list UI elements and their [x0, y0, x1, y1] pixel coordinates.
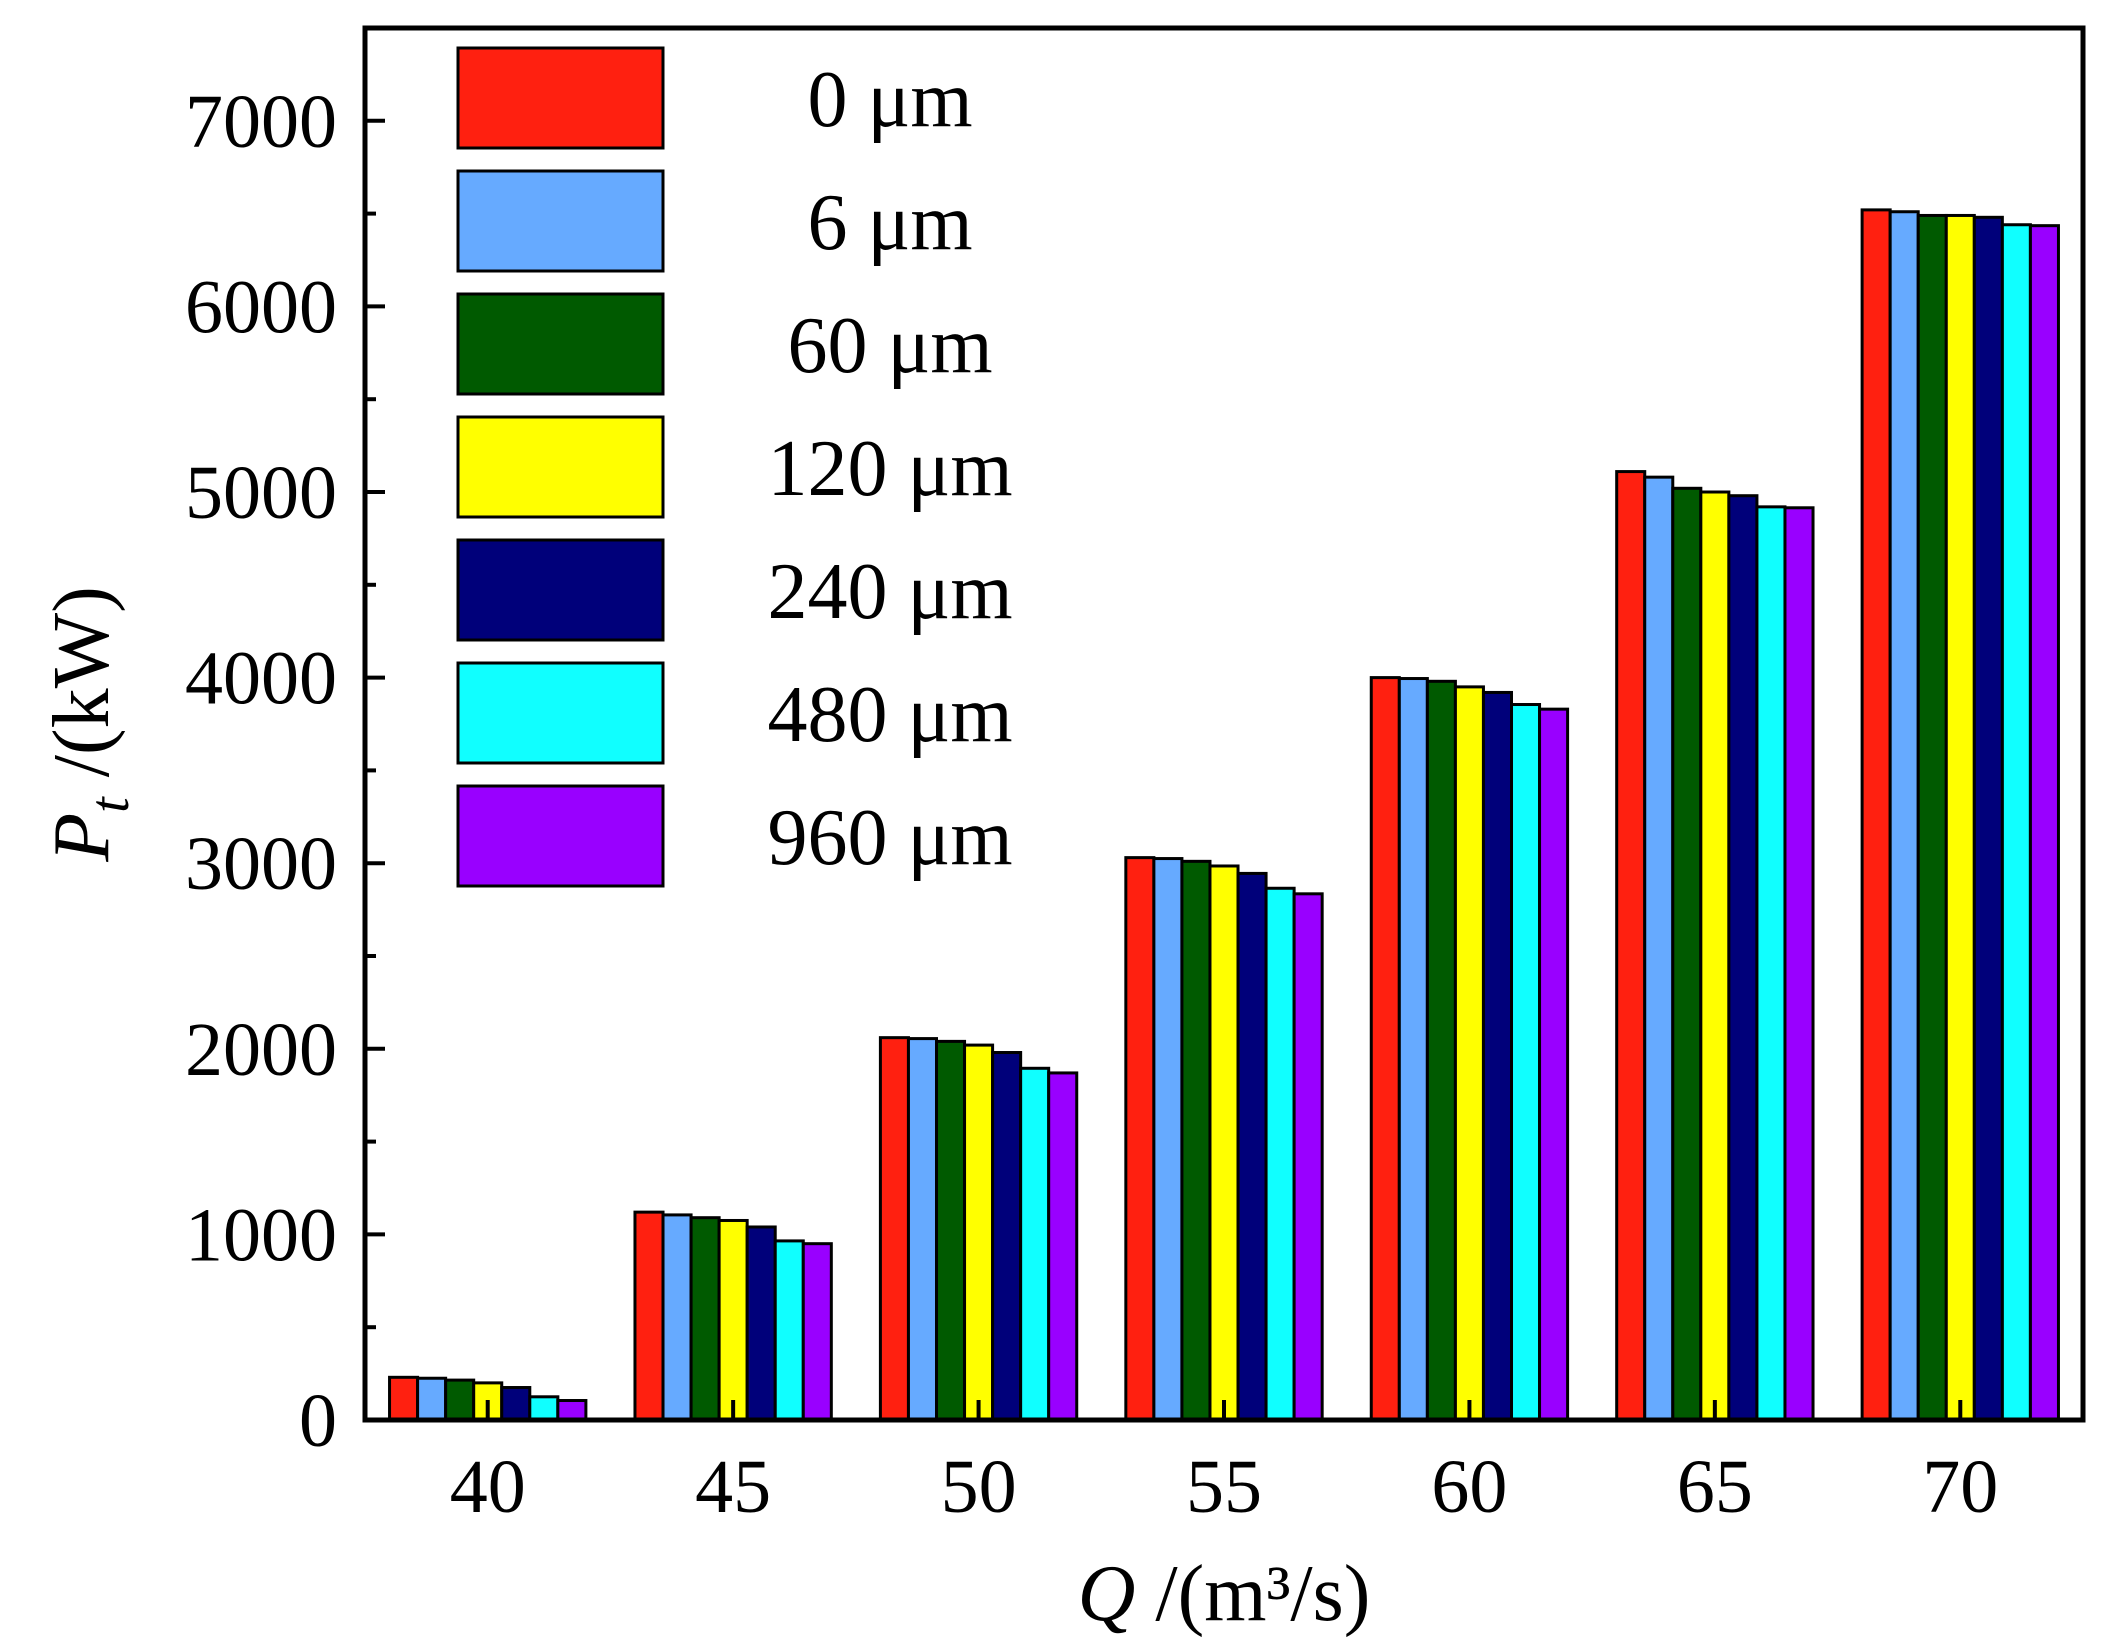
x-tick-label: 40: [450, 1445, 526, 1529]
bar-60-0um: [1369, 676, 1401, 1422]
legend-swatch: [456, 169, 665, 273]
bar-45-6um: [661, 1213, 693, 1422]
bar-55-60um: [1180, 859, 1212, 1422]
bar-55-240um: [1236, 871, 1268, 1422]
bar-70-6um: [1888, 210, 1920, 1422]
legend-label: 480 μm: [767, 671, 1012, 759]
bar-65-480um: [1755, 505, 1787, 1422]
y-axis-symbol: P: [38, 813, 126, 863]
legend-label: 60 μm: [787, 302, 992, 390]
legend-label: 960 μm: [767, 794, 1012, 882]
y-tick-label: 7000: [185, 80, 337, 164]
bar-60-480um: [1510, 703, 1542, 1422]
bar-45-960um: [801, 1242, 833, 1422]
y-tick-label: 4000: [185, 637, 337, 721]
x-tick-label: 45: [695, 1445, 771, 1529]
legend-label: 0 μm: [807, 56, 972, 144]
y-tick-label: 2000: [185, 1008, 337, 1092]
x-tick-label: 60: [1431, 1445, 1507, 1529]
y-tick-label: 0: [299, 1379, 337, 1463]
bar-70-480um: [2000, 223, 2032, 1422]
bar-70-960um: [2028, 224, 2060, 1422]
y-axis-unit: /(kW): [38, 586, 126, 797]
bar-45-480um: [773, 1239, 805, 1422]
bar-45-120um: [717, 1218, 749, 1422]
bars-layer: [388, 208, 2060, 1422]
bar-50-60um: [935, 1039, 967, 1422]
y-tick-label: 5000: [185, 451, 337, 535]
plot-frame: [362, 25, 2086, 1423]
bar-40-0um: [388, 1375, 420, 1422]
bar-50-240um: [991, 1051, 1023, 1422]
bar-40-960um: [556, 1399, 588, 1422]
bar-55-960um: [1292, 892, 1324, 1422]
bar-60-120um: [1453, 685, 1485, 1422]
bar-65-60um: [1671, 486, 1703, 1422]
y-tick-labels: 0 1000 2000 3000 4000 5000 6000 7000: [185, 80, 337, 1463]
y-axis-subscript: t: [79, 796, 141, 813]
x-tick-label: 70: [1922, 1445, 1998, 1529]
bar-50-6um: [906, 1037, 939, 1422]
bar-45-0um: [633, 1210, 665, 1422]
legend-swatch: [456, 415, 665, 519]
bar-60-960um: [1538, 707, 1570, 1422]
x-tick-labels: 40 45 50 55 60 65 70: [450, 1445, 1999, 1529]
bar-50-480um: [1019, 1066, 1051, 1422]
bar-45-240um: [745, 1225, 777, 1422]
legend-label: 6 μm: [807, 179, 972, 267]
bar-60-60um: [1425, 679, 1457, 1422]
bar-65-240um: [1727, 494, 1759, 1422]
bar-40-480um: [528, 1395, 560, 1422]
legend-swatch: [456, 661, 665, 765]
bar-70-120um: [1944, 213, 1976, 1422]
x-tick-label: 55: [1186, 1445, 1262, 1529]
bar-60-240um: [1481, 690, 1513, 1422]
y-tick-label: 1000: [185, 1193, 337, 1277]
bar-50-0um: [878, 1036, 910, 1422]
bar-70-240um: [1972, 215, 2004, 1422]
legend: 0 μm 6 μm 60 μm 120 μm 240 μm 480 μm 960 μm: [456, 46, 1013, 888]
legend-swatch: [456, 538, 665, 642]
y-tick-label: 6000: [185, 265, 337, 349]
y-tick-label: 3000: [185, 822, 337, 906]
bar-65-0um: [1615, 470, 1647, 1422]
bar-45-60um: [689, 1216, 721, 1422]
x-axis-title: Q /(m³/s): [1078, 1550, 1371, 1638]
bar-65-6um: [1643, 475, 1675, 1422]
bar-65-960um: [1783, 506, 1815, 1422]
bar-50-120um: [963, 1043, 995, 1422]
legend-swatch: [456, 784, 665, 888]
legend-swatch: [456, 292, 665, 396]
bar-60-6um: [1397, 677, 1429, 1422]
bar-55-120um: [1208, 864, 1240, 1422]
bar-55-480um: [1264, 886, 1296, 1422]
bar-65-120um: [1699, 490, 1731, 1422]
legend-label: 120 μm: [767, 425, 1012, 513]
bar-40-60um: [444, 1378, 476, 1422]
bar-40-6um: [416, 1376, 448, 1422]
bar-55-6um: [1152, 857, 1184, 1422]
bar-55-0um: [1124, 856, 1156, 1422]
x-axis-unit: /(m³/s): [1135, 1550, 1370, 1638]
x-tick-label: 65: [1677, 1445, 1753, 1529]
bar-70-60um: [1916, 213, 1948, 1422]
x-tick-label: 50: [941, 1445, 1017, 1529]
bar-70-0um: [1860, 208, 1892, 1422]
legend-label: 240 μm: [767, 548, 1012, 636]
bar-50-960um: [1047, 1071, 1079, 1422]
legend-swatch: [456, 46, 665, 150]
bar-40-240um: [500, 1386, 532, 1422]
y-axis-title: Pt /(kW): [38, 586, 141, 862]
x-axis-symbol: Q: [1078, 1550, 1136, 1638]
